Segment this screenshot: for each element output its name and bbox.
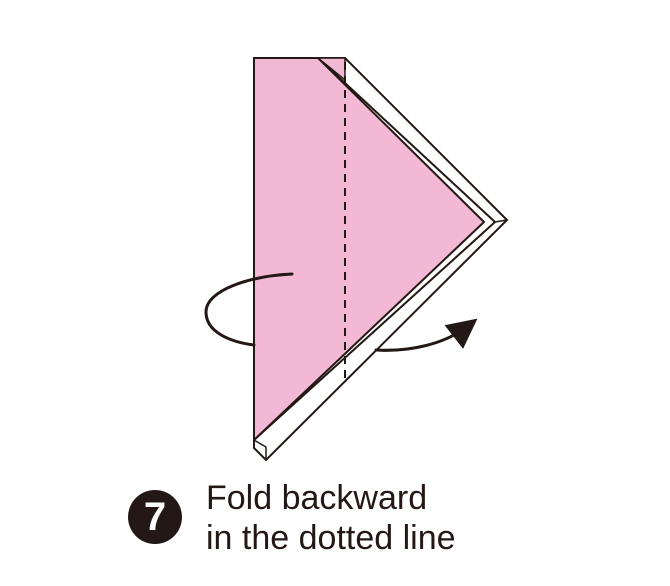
instruction-line-2: in the dotted line — [206, 519, 456, 557]
paper-back-layer — [253, 57, 509, 462]
fold-arrow-back-segment — [204, 272, 294, 347]
paper-front-face — [253, 57, 486, 443]
instruction-line-1: Fold backward — [206, 479, 428, 517]
fold-arrow-icon — [374, 318, 478, 352]
step-number-badge: 7 — [128, 490, 182, 544]
step-instruction: Fold backward in the dotted line — [206, 478, 456, 558]
origami-fold-diagram — [204, 57, 509, 462]
